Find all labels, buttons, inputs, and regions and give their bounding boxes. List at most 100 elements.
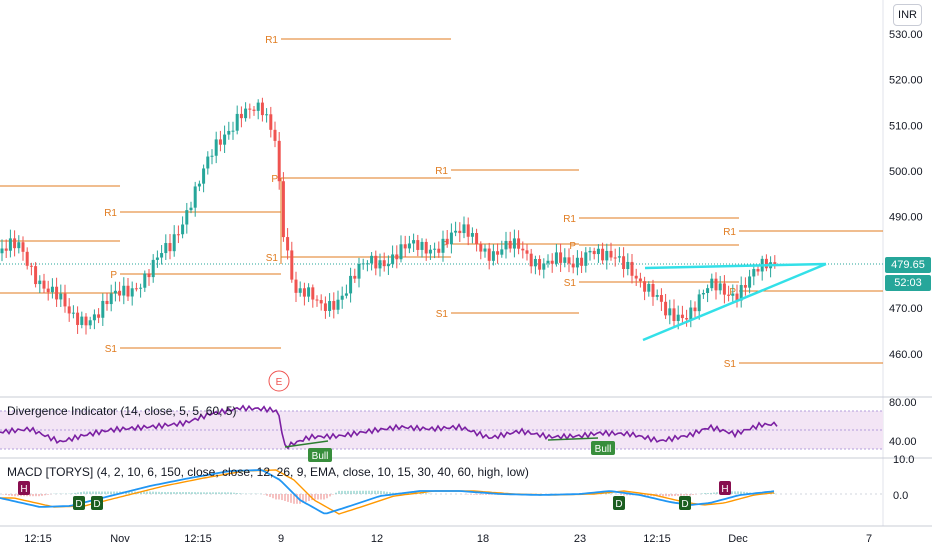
candle-body [617,256,621,258]
time-tick: Nov [110,533,130,545]
candle-body [672,308,676,322]
candle-body [517,238,521,249]
candle-body [46,288,50,293]
candle-body [470,233,474,237]
candle-body [59,293,63,300]
pivot-label-p: P [271,174,278,185]
triangle-upper-line [644,262,827,270]
candle-body [563,257,567,263]
macd-signal-badge: H [18,481,30,495]
candle-body [596,248,600,255]
candle-body [126,285,130,297]
candle-body [559,252,563,263]
candle-body [105,300,109,305]
candle-body [290,250,294,280]
candle-body [311,287,315,300]
macd-signal-badge: H [719,481,731,495]
price-tick: 510.00 [889,120,923,132]
candle-body [605,250,609,261]
candle-body [223,134,227,145]
macd-signal-label: D [681,499,688,510]
pivot-label-r1: R1 [723,227,736,238]
candle-body [491,251,495,261]
candle-body [487,248,491,261]
price-tick: 460.00 [889,349,923,361]
candle-body [269,114,273,130]
candle-body [710,278,714,289]
candle-body [185,210,189,225]
candle-body [718,283,722,291]
currency-badge[interactable]: INR [893,4,922,26]
candle-body [231,130,235,132]
candle-body [218,139,222,145]
candle-body [727,294,731,296]
candle-body [504,240,508,250]
price-tick: 520.00 [889,75,923,87]
candle-body [202,168,206,184]
candle-body [433,248,437,250]
bull-label-text: Bull [595,444,612,455]
candle-body [693,307,697,312]
candle-body [449,232,453,245]
candle-body [319,300,323,304]
bull-divergence-line [284,440,329,448]
candle-body [445,238,449,245]
candle-body [391,254,395,264]
macd-signal-label: H [20,484,27,495]
candle-body [353,275,357,279]
time-tick: 7 [866,533,872,545]
candle-body [160,253,164,258]
candle-body [155,257,159,260]
candle-body [706,288,710,294]
candle-body [344,293,348,296]
candle-body [302,288,306,297]
candle-body [315,299,319,301]
candle-body [21,242,25,252]
candle-body [29,265,33,267]
macd-signal-box [18,481,30,495]
candle-body [638,278,642,282]
candle-body [239,113,243,119]
time-tick: 9 [278,533,284,545]
macd-signal-box [91,496,103,510]
price-candles [0,97,777,335]
candle-body [689,307,693,320]
candle-body [466,224,470,237]
candle-body [542,263,546,270]
candle-body [382,260,386,267]
candle-body [281,181,285,238]
candle-body [609,250,613,258]
candle-body [752,269,756,277]
candle-body [139,287,143,289]
macd-title[interactable]: MACD [TORYS] (4, 2, 10, 6, 150, close, c… [7,465,529,479]
candle-body [76,312,80,325]
pivot-label-p: P [441,240,448,251]
candle-body [622,256,626,270]
event-marker[interactable]: E [268,370,290,392]
candle-body [416,240,420,250]
candle-body [92,314,96,321]
last-price-tag: 479.65 [885,257,931,273]
macd-signal-box [73,496,85,510]
macd-tick: 0.0 [893,490,908,502]
candle-body [252,109,256,111]
candle-body [655,295,659,297]
candle-body [286,237,290,251]
candle-body [407,243,411,249]
candle-body [134,288,138,290]
candle-body [265,114,269,116]
macd-signal-badge: D [73,496,85,510]
candle-body [378,260,382,269]
candle-body [420,241,424,250]
candle-body [34,266,38,285]
candle-body [0,248,4,254]
divergence-title[interactable]: Divergence Indicator (14, close, 5, 5, 6… [7,404,237,418]
candle-body [340,295,344,300]
candle-body [13,238,17,249]
candle-body [731,293,735,296]
candle-body [424,241,428,254]
candle-body [97,314,101,318]
candle-body [626,261,630,270]
macd-signal-badge: D [91,496,103,510]
